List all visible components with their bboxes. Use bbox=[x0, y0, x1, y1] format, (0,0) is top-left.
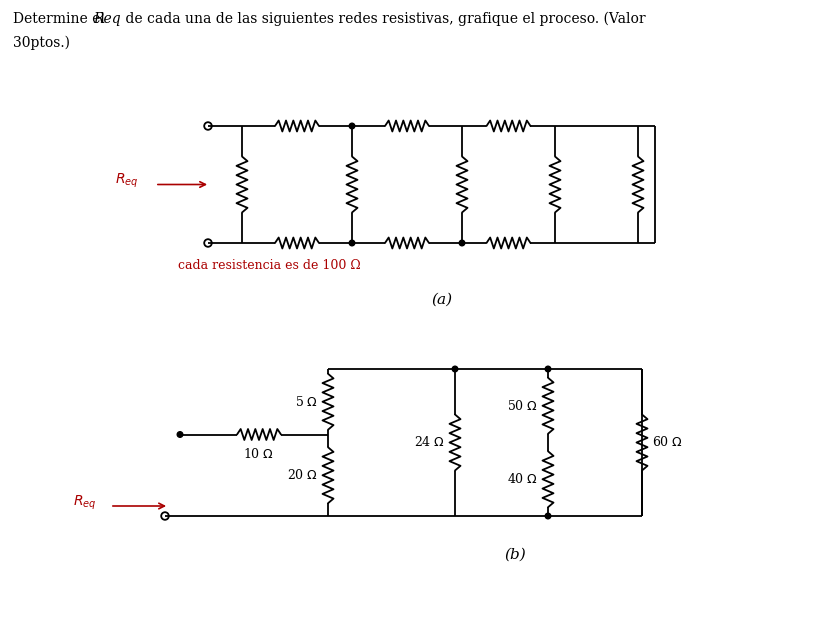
Text: (a): (a) bbox=[431, 293, 452, 307]
Text: cada resistencia es de 100 Ω: cada resistencia es de 100 Ω bbox=[178, 259, 361, 272]
Circle shape bbox=[459, 240, 465, 246]
Circle shape bbox=[545, 366, 551, 372]
Circle shape bbox=[545, 513, 551, 519]
Text: Req: Req bbox=[93, 12, 121, 26]
Circle shape bbox=[349, 123, 354, 129]
Circle shape bbox=[349, 240, 354, 246]
Text: 5 $\Omega$: 5 $\Omega$ bbox=[295, 395, 318, 409]
Text: 10 $\Omega$: 10 $\Omega$ bbox=[244, 447, 275, 461]
Circle shape bbox=[453, 366, 458, 372]
Text: 60 $\Omega$: 60 $\Omega$ bbox=[652, 435, 683, 449]
Text: 24 $\Omega$: 24 $\Omega$ bbox=[414, 435, 445, 449]
Circle shape bbox=[177, 432, 183, 437]
Text: $R_{eq}$: $R_{eq}$ bbox=[73, 494, 97, 512]
Text: 40 $\Omega$: 40 $\Omega$ bbox=[507, 472, 538, 487]
Text: Determine el: Determine el bbox=[13, 12, 109, 26]
Text: 50 $\Omega$: 50 $\Omega$ bbox=[507, 399, 538, 413]
Text: de cada una de las siguientes redes resistivas, grafique el proceso. (Valor: de cada una de las siguientes redes resi… bbox=[121, 12, 646, 27]
Text: (b): (b) bbox=[504, 548, 526, 562]
Text: 20 $\Omega$: 20 $\Omega$ bbox=[287, 468, 318, 482]
Text: $R_{eq}$: $R_{eq}$ bbox=[115, 172, 138, 190]
Text: 30ptos.): 30ptos.) bbox=[13, 36, 70, 50]
